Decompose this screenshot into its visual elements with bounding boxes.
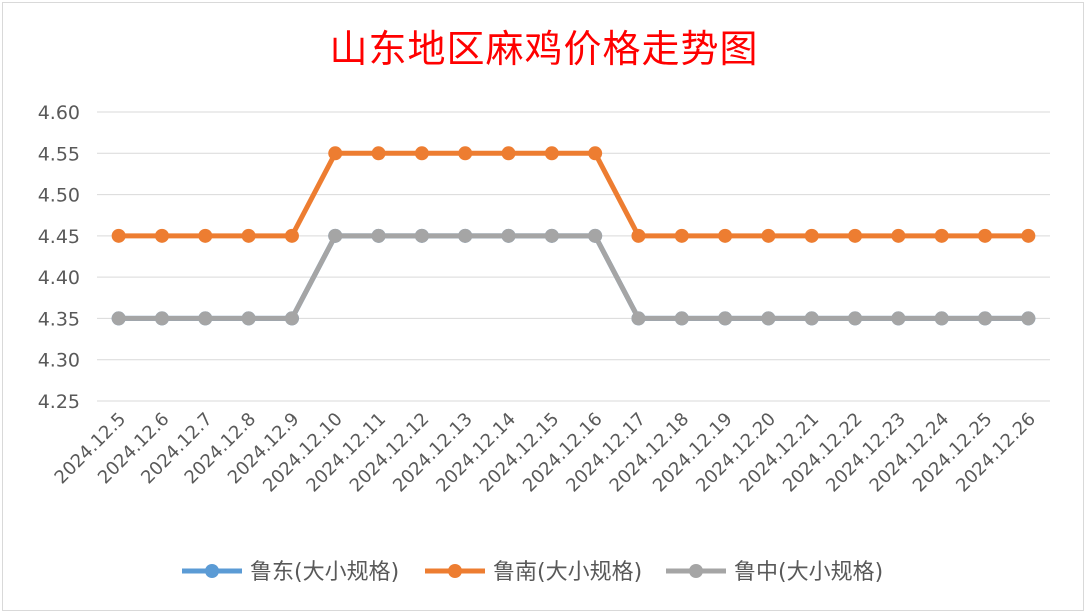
legend-label: 鲁东(大小规格)	[250, 560, 399, 585]
y-tick-label: 4.55	[38, 143, 80, 165]
chart-title: 山东地区麻鸡价格走势图	[329, 27, 759, 71]
data-point	[804, 228, 819, 243]
data-point	[978, 228, 993, 243]
series-group	[111, 146, 1036, 326]
data-point	[631, 311, 646, 326]
legend: 鲁东(大小规格) 鲁南(大小规格) 鲁中(大小规格)	[182, 560, 883, 585]
data-point	[198, 228, 213, 243]
data-point	[934, 311, 949, 326]
data-point	[154, 228, 169, 243]
data-point	[154, 311, 169, 326]
y-tick-label: 4.30	[38, 350, 80, 372]
series-line	[118, 150, 1029, 239]
data-point	[848, 228, 863, 243]
x-axis-ticks: 2024.12.52024.12.62024.12.72024.12.82024…	[51, 409, 1040, 497]
data-point	[284, 228, 299, 243]
legend-item: 鲁南(大小规格)	[425, 560, 642, 585]
legend-item: 鲁中(大小规格)	[666, 560, 883, 585]
data-point	[111, 228, 126, 243]
data-point	[458, 146, 473, 161]
legend-label: 鲁中(大小规格)	[734, 560, 883, 585]
data-point	[328, 146, 343, 161]
series-3	[111, 228, 1036, 326]
series-line	[118, 233, 1029, 321]
data-point	[588, 228, 603, 243]
data-point	[328, 228, 343, 243]
y-axis-ticks: 4.60 4.55 4.50 4.45 4.40 4.35 4.30 4.25	[38, 102, 80, 413]
data-point	[891, 311, 906, 326]
data-point	[718, 228, 733, 243]
data-point	[848, 311, 863, 326]
legend-marker	[448, 564, 462, 578]
data-point	[761, 311, 776, 326]
data-point	[674, 228, 689, 243]
data-point	[371, 146, 386, 161]
y-tick-label: 4.45	[38, 226, 80, 248]
data-point	[414, 228, 429, 243]
data-point	[631, 228, 646, 243]
data-point	[718, 311, 733, 326]
y-tick-label: 4.60	[38, 102, 80, 124]
y-tick-label: 4.50	[38, 185, 80, 207]
data-point	[501, 146, 516, 161]
y-tick-label: 4.40	[38, 267, 80, 289]
data-point	[761, 228, 776, 243]
legend-marker	[689, 564, 703, 578]
data-point	[674, 311, 689, 326]
data-point	[414, 146, 429, 161]
legend-item: 鲁东(大小规格)	[182, 560, 399, 585]
data-point	[891, 228, 906, 243]
data-point	[804, 311, 819, 326]
data-point	[371, 228, 386, 243]
data-point	[544, 146, 559, 161]
y-tick-label: 4.35	[38, 308, 80, 330]
data-point	[111, 311, 126, 326]
legend-label: 鲁南(大小规格)	[493, 560, 642, 585]
data-point	[978, 311, 993, 326]
data-point	[198, 311, 213, 326]
data-point	[501, 228, 516, 243]
y-tick-label: 4.25	[38, 391, 80, 413]
data-point	[1021, 228, 1036, 243]
legend-marker	[205, 564, 219, 578]
data-point	[1021, 311, 1036, 326]
data-point	[934, 228, 949, 243]
data-point	[458, 228, 473, 243]
data-point	[241, 228, 256, 243]
data-point	[284, 311, 299, 326]
series-2	[111, 146, 1036, 243]
data-point	[544, 228, 559, 243]
data-point	[588, 146, 603, 161]
data-point	[241, 311, 256, 326]
